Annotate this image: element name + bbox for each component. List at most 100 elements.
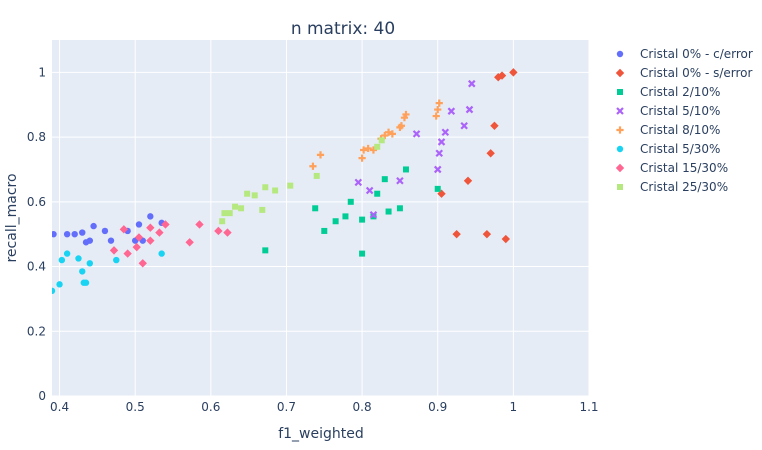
legend: Cristal 0% - c/error Cristal 0% - s/error…: [615, 47, 753, 194]
data-point: [135, 221, 143, 228]
data-point: [132, 242, 141, 252]
data-point: [251, 192, 258, 199]
data-point: [433, 165, 442, 174]
data-point: [486, 149, 495, 158]
legend-marker: [617, 184, 623, 190]
data-point: [147, 213, 154, 220]
data-point: [238, 205, 245, 212]
data-point: [58, 256, 66, 264]
data-point: [397, 122, 406, 130]
data-point: [432, 112, 440, 120]
data-point: [223, 228, 232, 237]
data-point: [161, 220, 170, 229]
data-point: [460, 121, 468, 130]
data-point: [63, 230, 71, 238]
data-point: [384, 128, 393, 136]
legend-item[interactable]: Cristal 5/10%: [616, 104, 720, 118]
data-point: [490, 121, 499, 130]
data-point: [119, 225, 129, 234]
data-point: [369, 210, 378, 219]
data-point: [360, 146, 368, 154]
plot-background: [52, 40, 589, 396]
data-points: [52, 68, 518, 295]
legend-item[interactable]: Cristal 0% - s/error: [615, 66, 753, 80]
data-point: [437, 138, 446, 146]
data-point: [482, 229, 492, 239]
data-point: [434, 105, 442, 114]
data-point: [158, 250, 165, 257]
legend-label: Cristal 2/10%: [640, 85, 720, 99]
data-point: [388, 130, 396, 138]
data-point: [272, 187, 279, 194]
legend-label: Cristal 15/30%: [640, 161, 728, 175]
data-point: [402, 166, 409, 173]
data-point: [79, 268, 86, 275]
data-point: [465, 105, 474, 114]
series-7: [219, 137, 385, 225]
legend-item[interactable]: Cristal 0% - c/error: [616, 47, 753, 61]
data-point: [82, 279, 90, 286]
legend-label: Cristal 5/30%: [640, 142, 720, 156]
legend-item[interactable]: Cristal 2/10%: [617, 85, 720, 99]
data-point: [396, 177, 404, 185]
legend-label: Cristal 0% - s/error: [640, 66, 753, 80]
x-tick-label: 0.5: [126, 400, 145, 414]
data-point: [262, 247, 269, 254]
data-point: [441, 128, 450, 137]
data-point: [447, 107, 456, 115]
legend-marker: [617, 89, 623, 95]
data-point: [138, 259, 147, 268]
legend-item[interactable]: Cristal 25/30%: [617, 180, 728, 194]
data-point: [435, 99, 443, 107]
y-tick-label: 0.6: [27, 195, 46, 209]
data-point: [342, 213, 349, 220]
data-point: [497, 71, 507, 80]
x-tick-labels: 0.4 0.5 0.6 0.7 0.8 0.9 1 1.1: [50, 400, 599, 414]
data-point: [86, 237, 94, 244]
x-axis-title: f1_weighted: [278, 426, 364, 442]
data-point: [378, 137, 385, 144]
data-point: [244, 190, 251, 197]
series-1: [437, 68, 518, 244]
data-point: [354, 178, 363, 187]
data-point: [463, 176, 473, 185]
x-tick-label: 1: [510, 400, 518, 414]
data-point: [501, 234, 511, 244]
series-6: [109, 220, 232, 268]
data-point: [146, 223, 155, 232]
data-point: [185, 238, 194, 247]
data-point: [359, 216, 366, 223]
data-point: [358, 154, 366, 162]
data-point: [107, 237, 115, 244]
legend-marker: [615, 68, 625, 78]
data-point: [412, 130, 421, 138]
data-point: [287, 182, 294, 189]
data-point: [509, 68, 518, 77]
data-point: [221, 210, 228, 217]
data-point: [364, 144, 372, 153]
legend-item[interactable]: Cristal 15/30%: [615, 161, 728, 175]
legend-marker: [616, 145, 624, 153]
data-point: [365, 186, 374, 195]
data-point: [385, 208, 392, 215]
data-point: [370, 213, 377, 220]
data-point: [146, 236, 155, 245]
legend-item[interactable]: Cristal 5/30%: [616, 142, 721, 156]
y-tick-label: 0.8: [27, 130, 46, 144]
legend-item[interactable]: Cristal 8/10%: [616, 123, 720, 137]
data-point: [134, 233, 144, 242]
data-point: [309, 162, 317, 170]
legend-label: Cristal 25/30%: [640, 180, 728, 194]
data-point: [374, 143, 381, 150]
data-point: [90, 222, 97, 230]
x-tick-label: 0.8: [353, 400, 372, 414]
data-point: [52, 230, 57, 238]
data-point: [259, 206, 266, 213]
data-point: [313, 172, 320, 179]
data-point: [155, 228, 164, 237]
legend-marker: [616, 126, 624, 134]
legend-label: Cristal 5/10%: [640, 104, 720, 118]
data-point: [63, 250, 71, 257]
x-tick-label: 0.7: [277, 400, 296, 414]
data-point: [452, 229, 461, 239]
